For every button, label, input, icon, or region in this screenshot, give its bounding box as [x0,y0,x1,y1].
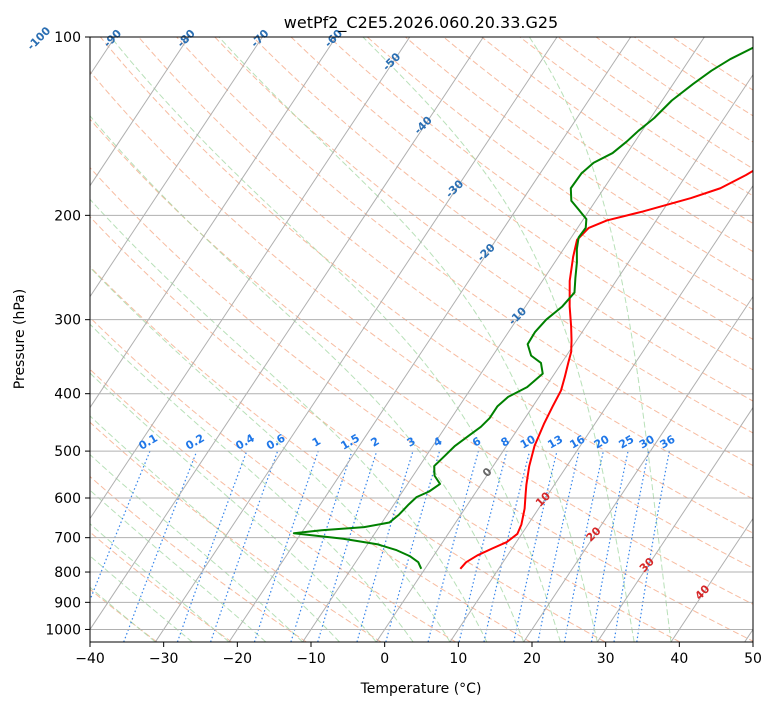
moist-adiabat-line [110,37,561,642]
isotherm-line [449,184,753,642]
mixing-ratio-line [356,450,414,642]
isotherm-line [90,37,263,298]
mixing-ratio-line [290,450,353,642]
dry-adiabat-line [214,37,753,434]
moist-adiabat-line [90,415,340,642]
mixing-ratio-line [613,450,650,642]
dry-adiabat-line [90,216,681,642]
isotherm-line [154,37,558,642]
isotherm-line [375,73,753,642]
dry-adiabat-line [90,265,606,642]
dry-adiabat-line [90,70,753,569]
isotherm-line [90,37,411,520]
profile-series [292,46,753,570]
reference-lines [90,37,753,642]
moist-adiabat-line [362,37,635,642]
x-tick-label: 20 [523,651,541,667]
x-tick-label: 40 [670,651,688,667]
mixing-ratio-line [563,450,604,642]
mixing-ratio-line [210,450,279,642]
moist-adiabat-line [90,372,377,642]
x-tick-label: 0 [380,651,389,667]
axes: −40 −30 −20 −10 0 10 20 30 40 50 100 200 300 400 500 60… [45,30,762,667]
mixing-ratio-line [317,450,378,642]
isotherm-line [302,37,705,642]
dry-adiabat-line [90,531,232,642]
y-tick-label: 500 [54,444,81,460]
isotherm-line [596,406,753,642]
isotherm-line [670,517,753,642]
dry-adiabat-line [405,37,753,281]
dry-adiabat-line [176,37,753,467]
dry-adiabat-line [138,37,753,500]
moist-adiabat-line [90,323,414,642]
y-tick-label: 200 [54,208,81,224]
mixing-ratio-line [253,450,319,642]
dry-adiabat-line [90,316,531,642]
plot-frame [89,36,754,643]
dry-adiabat-line [90,368,457,642]
x-tick-label: −30 [149,651,179,667]
y-tick-label: 300 [54,313,81,329]
chart-title: wetPf2_C2E5.2026.060.20.33.G25 [284,13,558,33]
moist-adiabat-line [90,198,488,642]
temperature-profile-line [459,169,753,570]
y-axis-label: Pressure (hPa) [12,289,28,389]
y-tick-label: 800 [54,565,81,581]
moist-adiabat-line [218,37,598,642]
moist-adiabat-line [90,266,451,642]
mixing-ratio-line [427,450,479,642]
x-tick-label: 50 [744,651,762,667]
dry-adiabat-line [100,37,753,534]
y-tick-label: 700 [54,531,81,547]
dry-adiabat-line [443,37,753,253]
dry-adiabat-line [252,37,753,402]
dry-adiabat-line [90,475,307,642]
dry-adiabat-line [481,37,753,224]
y-tick-label: 600 [54,491,81,507]
dry-adiabat-line [90,166,753,642]
dewpoint-profile-line [292,46,753,570]
mixing-ratio-line [590,450,629,642]
dry-adiabat-line [557,37,753,170]
isotherm-line [228,37,632,642]
dry-adiabat-line [90,118,753,605]
y-tick-label: 1000 [45,622,81,638]
moist-adiabat-line [90,489,267,642]
isotherm-line [90,37,484,631]
moist-adiabat-line [90,555,193,642]
mixing-ratio-line [483,450,531,642]
x-tick-label: −10 [296,651,326,667]
x-tick-label: −40 [75,651,105,667]
x-tick-label: 10 [449,651,467,667]
y-tick-label: 900 [54,595,81,611]
mixing-ratio-line [458,450,508,642]
dry-adiabat-line [595,37,753,143]
x-tick-label: −20 [223,651,253,667]
moist-adiabat-line [528,37,672,642]
x-axis-label: Temperature (°C) [360,681,482,697]
moist-adiabat-line [90,115,525,642]
isotherm-line [90,37,337,409]
isotherm-line [90,37,190,187]
moist-adiabat-line [90,586,156,642]
isotherm-line [523,295,753,642]
y-tick-label: 400 [54,387,81,403]
mixing-ratio-line [636,450,670,642]
mixing-ratio-line [385,450,441,642]
moist-adiabat-line [90,523,230,642]
mixing-ratio-line [513,450,558,642]
x-tick-label: 30 [597,651,615,667]
mixing-ratio-line [176,450,248,642]
y-tick-label: 100 [54,30,81,46]
